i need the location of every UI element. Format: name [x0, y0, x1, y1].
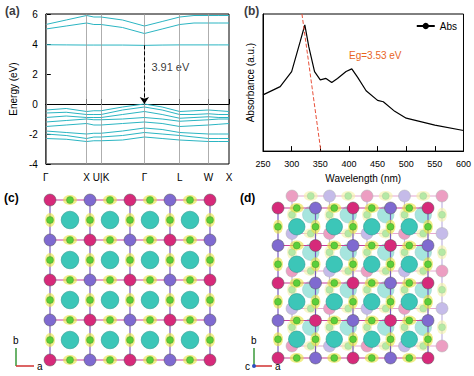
svg-text:-2: -2: [29, 129, 38, 140]
svg-text:250: 250: [255, 159, 270, 169]
svg-text:b: b: [13, 335, 19, 346]
svg-text:3.91 eV: 3.91 eV: [151, 61, 190, 73]
svg-text:L: L: [177, 172, 183, 183]
svg-text:550: 550: [427, 159, 442, 169]
svg-text:500: 500: [399, 159, 414, 169]
svg-text:a: a: [275, 361, 281, 372]
svg-text:Absorbance (a.u.): Absorbance (a.u.): [245, 43, 256, 123]
svg-text:X: X: [226, 172, 233, 183]
svg-text:c: c: [245, 361, 250, 372]
svg-text:W: W: [204, 172, 214, 183]
svg-text:(d): (d): [240, 191, 255, 205]
svg-text:a: a: [37, 361, 43, 372]
svg-text:Wavelength (nm): Wavelength (nm): [325, 173, 401, 184]
svg-text:Energy (eV): Energy (eV): [8, 62, 19, 115]
svg-text:0: 0: [32, 99, 38, 110]
svg-text:b: b: [251, 335, 257, 346]
svg-text:Γ: Γ: [142, 172, 148, 183]
svg-text:(a): (a): [5, 4, 20, 18]
svg-text:(b): (b): [244, 4, 259, 18]
svg-text:-4: -4: [29, 159, 38, 170]
svg-text:Abs: Abs: [440, 21, 457, 32]
svg-text:300: 300: [284, 159, 299, 169]
svg-text:Eg=3.53 eV: Eg=3.53 eV: [349, 50, 402, 61]
svg-text:X: X: [83, 172, 90, 183]
svg-text:Γ: Γ: [43, 172, 49, 183]
svg-text:600: 600: [456, 159, 471, 169]
svg-text:350: 350: [313, 159, 328, 169]
svg-text:U|K: U|K: [93, 172, 110, 183]
svg-text:450: 450: [370, 159, 385, 169]
svg-text:400: 400: [341, 159, 356, 169]
svg-text:(c): (c): [4, 191, 19, 205]
svg-text:2: 2: [32, 69, 38, 80]
svg-text:6: 6: [32, 9, 38, 20]
svg-text:4: 4: [32, 39, 38, 50]
